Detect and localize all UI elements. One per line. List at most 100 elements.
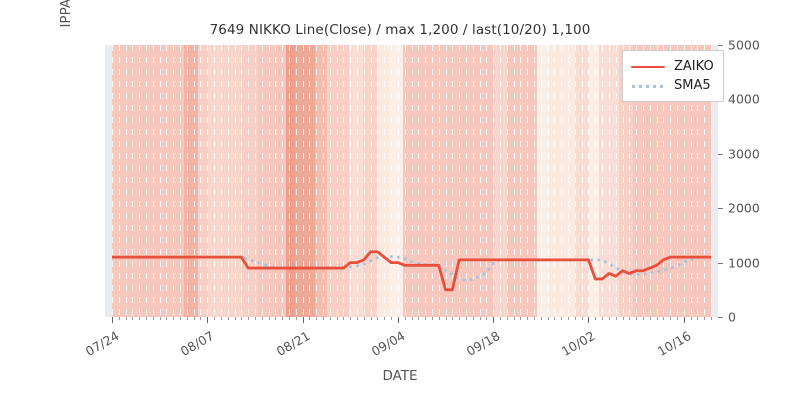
x-axis-minor-tick (636, 317, 638, 320)
x-axis-minor-tick (391, 317, 393, 320)
gridline (493, 45, 494, 317)
x-axis-minor-tick (180, 317, 182, 320)
line-swatch-icon (631, 60, 665, 74)
background-band (315, 45, 327, 317)
gridline (269, 45, 270, 317)
y-axis-tick-label: 4000 (728, 91, 760, 107)
x-axis-minor-tick (363, 317, 365, 320)
gridline (466, 45, 467, 317)
gridline (282, 45, 283, 317)
gridline (452, 45, 453, 317)
x-axis-minor-tick (411, 317, 413, 320)
x-axis-minor-tick (173, 317, 175, 320)
y-axis-tick (718, 208, 723, 210)
gridline (146, 45, 147, 317)
y-axis: 0 1000 2000 3000 4000 5000 (718, 38, 798, 325)
gridline (221, 45, 222, 317)
gridline (228, 45, 229, 317)
x-axis-minor-tick (431, 317, 433, 320)
x-axis-minor-tick (357, 317, 359, 320)
x-axis-minor-tick (615, 317, 617, 320)
y-axis-tick-label: 1000 (728, 255, 760, 271)
x-axis-minor-tick (602, 317, 604, 320)
gridline (180, 45, 181, 317)
gridline (677, 45, 678, 317)
x-axis-minor-tick (568, 317, 570, 320)
x-axis-tick-label: 10/16 (654, 328, 694, 360)
gridline (350, 45, 351, 317)
background-band (208, 45, 242, 317)
background-band (242, 45, 258, 317)
x-axis-minor-tick (561, 317, 563, 320)
gridline (486, 45, 487, 317)
legend-item-sma5[interactable]: SMA5 (631, 76, 714, 95)
gridline (425, 45, 426, 317)
x-axis-minor-tick (350, 317, 352, 320)
gridline (670, 45, 671, 317)
x-axis-minor-tick (254, 317, 256, 320)
gridline (697, 45, 698, 317)
gridline (255, 45, 256, 317)
gridline (316, 45, 317, 317)
x-axis-minor-tick (200, 317, 202, 320)
x-axis-minor-tick (288, 317, 290, 320)
gridline (534, 45, 535, 317)
gridline (588, 45, 589, 317)
x-axis-minor-tick (377, 317, 379, 320)
x-axis-minor-tick (241, 317, 243, 320)
background-band (589, 45, 599, 317)
x-axis-minor-tick (656, 317, 658, 320)
x-axis-minor-tick (214, 317, 216, 320)
x-axis-minor-tick (234, 317, 236, 320)
y-axis-tick-label: 3000 (728, 146, 760, 162)
gridline (405, 45, 406, 317)
gridline (391, 45, 392, 317)
gridline (711, 45, 712, 317)
x-axis-minor-tick (343, 317, 345, 320)
gridline (330, 45, 331, 317)
gridline (323, 45, 324, 317)
x-axis-minor-tick (513, 317, 515, 320)
x-axis-minor-tick (608, 317, 610, 320)
gridline (473, 45, 474, 317)
legend-item-zaiko[interactable]: ZAIKO (631, 57, 714, 76)
x-axis-minor-tick (118, 317, 120, 320)
x-axis-minor-tick (527, 317, 529, 320)
x-axis-minor-tick (642, 317, 644, 320)
gridline (119, 45, 120, 317)
x-axis-minor-tick (465, 317, 467, 320)
x-axis-minor-tick (418, 317, 420, 320)
legend[interactable]: ZAIKO SMA5 (622, 50, 724, 102)
gridline (548, 45, 549, 317)
series-line-zaiko (112, 250, 711, 292)
x-axis-minor-tick (323, 317, 324, 320)
x-axis-title: DATE (382, 368, 418, 384)
background-band (198, 45, 208, 317)
x-axis-minor-tick (282, 317, 284, 320)
background-band (363, 45, 377, 317)
gridline (691, 45, 692, 317)
gridline (500, 45, 501, 317)
gridline (384, 45, 385, 317)
gridline (132, 45, 133, 317)
background-band (549, 45, 575, 317)
background-band (105, 45, 112, 317)
x-axis-minor-tick (622, 317, 624, 320)
background-band (537, 45, 549, 317)
gridline (480, 45, 481, 317)
x-axis-minor-tick (649, 317, 651, 320)
gridline (173, 45, 174, 317)
gridline (432, 45, 433, 317)
x-axis-minor-tick (220, 317, 222, 320)
gridline (200, 45, 201, 317)
gridline (636, 45, 637, 317)
y-axis-tick (718, 317, 723, 318)
y-axis-tick (718, 153, 723, 155)
gridline (609, 45, 610, 317)
x-axis-minor-tick (139, 317, 141, 320)
gridline (275, 45, 276, 317)
gridline (398, 45, 399, 317)
dotted-line-swatch-icon (631, 79, 665, 93)
gridline (262, 45, 263, 317)
